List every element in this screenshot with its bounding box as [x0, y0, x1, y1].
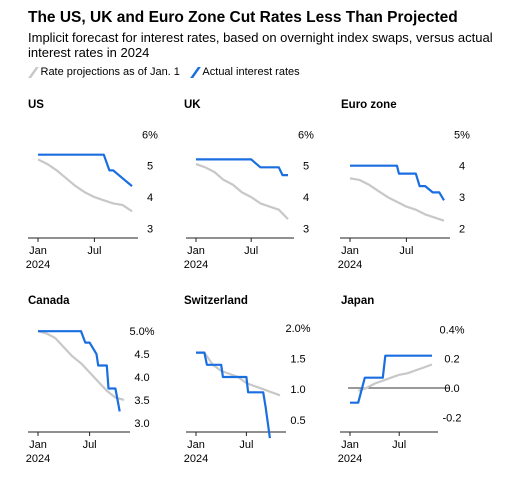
actual-line-euro-zone	[350, 164, 445, 201]
y-tick-label-uk-0: 6%	[298, 129, 314, 141]
y-tick-label-uk-3: 3	[303, 224, 309, 236]
y-tick-label-japan-3: -0.2	[443, 412, 462, 424]
y-tick-label-canada-3: 3.5	[134, 395, 149, 407]
y-tick-label-japan-2: 0.0	[444, 383, 459, 395]
actual-line-us	[38, 153, 133, 187]
legend: Rate projections as of Jan. 1 Actual int…	[28, 66, 300, 78]
y-tick-label-canada-4: 3.0	[134, 418, 149, 430]
x-tick-label-canada-1: Jul	[83, 439, 97, 451]
projection-line-switzerland	[196, 351, 281, 397]
legend-label-actual: Actual interest rates	[202, 66, 300, 78]
x-tick-sublabel-euro-zone-0: 2024	[338, 259, 362, 271]
x-tick-label-japan-1: Jul	[392, 439, 406, 451]
y-tick-label-switzerland-2: 1.0	[290, 384, 305, 396]
y-tick-label-switzerland-0: 2.0%	[285, 323, 310, 335]
chart-title: The US, UK and Euro Zone Cut Rates Less …	[28, 9, 458, 26]
x-tick-label-switzerland-0: Jan	[187, 439, 205, 451]
y-tick-label-canada-2: 4.0	[134, 372, 149, 384]
x-tick-label-uk-0: Jan	[187, 245, 205, 257]
x-tick-sublabel-uk-0: 2024	[184, 259, 208, 271]
y-tick-label-uk-2: 4	[303, 192, 309, 204]
y-tick-label-us-1: 5	[147, 161, 153, 173]
y-tick-label-uk-1: 5	[303, 161, 309, 173]
y-tick-label-euro-zone-0: 5%	[454, 129, 470, 141]
x-tick-label-japan-0: Jan	[341, 439, 359, 451]
x-tick-label-us-1: Jul	[87, 245, 101, 257]
projection-line-euro-zone	[349, 177, 445, 222]
x-tick-sublabel-us-0: 2024	[26, 259, 50, 271]
x-tick-label-us-0: Jan	[29, 245, 47, 257]
x-tick-label-uk-1: Jul	[244, 245, 258, 257]
panel-title-japan: Japan	[341, 295, 374, 307]
actual-line-uk	[196, 158, 288, 177]
panel-title-uk: UK	[184, 99, 201, 111]
y-tick-label-switzerland-3: 0.5	[290, 415, 305, 427]
y-tick-label-canada-0: 5.0%	[129, 326, 154, 338]
y-tick-label-euro-zone-3: 2	[459, 224, 465, 236]
x-tick-label-switzerland-1: Jul	[239, 439, 253, 451]
x-tick-label-euro-zone-0: Jan	[341, 245, 359, 257]
y-tick-label-us-2: 4	[147, 192, 153, 204]
x-tick-label-canada-0: Jan	[29, 439, 47, 451]
actual-line-japan	[350, 354, 432, 404]
projection-line-canada	[37, 330, 125, 401]
y-tick-label-japan-0: 0.4%	[439, 324, 464, 336]
y-tick-label-us-3: 3	[147, 224, 153, 236]
y-tick-label-japan-1: 0.2	[444, 354, 459, 366]
y-tick-label-us-0: 6%	[142, 129, 158, 141]
panel-title-euro-zone: Euro zone	[341, 99, 397, 111]
y-tick-label-euro-zone-2: 3	[459, 192, 465, 204]
panel-title-switzerland: Switzerland	[184, 295, 248, 307]
actual-line-switzerland	[196, 351, 271, 439]
x-tick-label-euro-zone-1: Jul	[399, 245, 413, 257]
x-tick-sublabel-canada-0: 2024	[26, 453, 50, 465]
projection-line-japan	[357, 363, 433, 392]
x-tick-sublabel-japan-0: 2024	[338, 453, 362, 465]
chart-subtitle: Implicit forecast for interest rates, ba…	[28, 30, 493, 60]
y-tick-label-euro-zone-1: 4	[459, 161, 465, 173]
y-tick-label-canada-1: 4.5	[134, 349, 149, 361]
panel-title-us: US	[28, 99, 44, 111]
x-tick-sublabel-switzerland-0: 2024	[184, 453, 208, 465]
actual-line-canada	[38, 330, 121, 412]
panel-title-canada: Canada	[28, 295, 70, 307]
legend-label-projection: Rate projections as of Jan. 1	[40, 66, 180, 78]
projection-line-us	[37, 158, 133, 213]
y-tick-label-switzerland-1: 1.5	[290, 354, 305, 366]
projection-line-uk	[195, 163, 289, 220]
